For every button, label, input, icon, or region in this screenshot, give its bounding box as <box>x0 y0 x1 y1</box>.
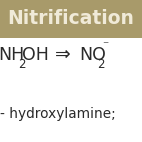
Text: ⇒: ⇒ <box>55 45 70 64</box>
Text: ⁻: ⁻ <box>102 40 108 53</box>
Text: OH: OH <box>22 46 49 64</box>
Text: 2: 2 <box>18 58 25 71</box>
Text: - hydroxylamine;: - hydroxylamine; <box>0 107 116 121</box>
Bar <box>0 0 142 38</box>
Text: NH: NH <box>0 46 25 64</box>
Text: 2: 2 <box>97 58 105 71</box>
Text: Nitrification: Nitrification <box>8 9 134 28</box>
Text: NO: NO <box>79 46 106 64</box>
